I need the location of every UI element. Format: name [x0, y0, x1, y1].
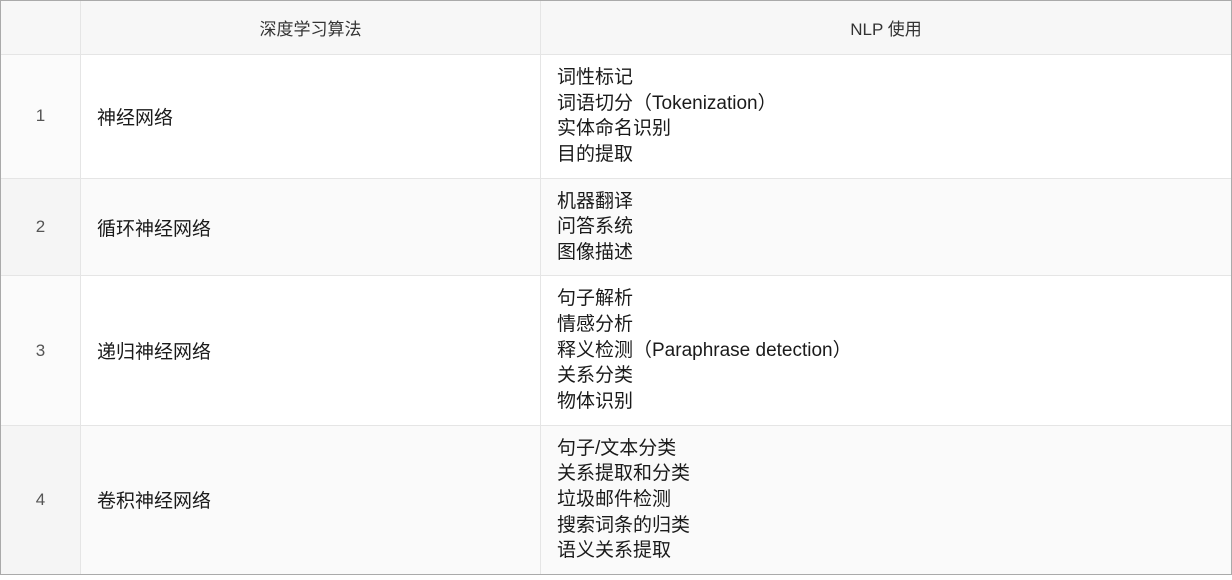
- use-item: 关系提取和分类: [557, 461, 1215, 487]
- algorithm-cell: 卷积神经网络: [81, 426, 541, 574]
- row-index: 1: [1, 55, 81, 179]
- use-item: 语义关系提取: [557, 538, 1215, 564]
- use-item: 词语切分（Tokenization）: [557, 91, 1215, 117]
- use-item: 关系分类: [557, 363, 1215, 389]
- use-item: 图像描述: [557, 240, 1215, 266]
- uses-cell: 句子解析 情感分析 释义检测（Paraphrase detection） 关系分…: [541, 276, 1231, 425]
- table-row: 1 神经网络 词性标记 词语切分（Tokenization） 实体命名识别 目的…: [1, 55, 1231, 179]
- column-header-uses: NLP 使用: [541, 1, 1231, 55]
- algorithm-cell: 循环神经网络: [81, 179, 541, 277]
- use-item: 实体命名识别: [557, 116, 1215, 142]
- use-item: 句子解析: [557, 286, 1215, 312]
- row-index: 2: [1, 179, 81, 277]
- row-index: 4: [1, 426, 81, 574]
- use-item: 目的提取: [557, 142, 1215, 168]
- use-item: 句子/文本分类: [557, 436, 1215, 462]
- use-item: 词性标记: [557, 65, 1215, 91]
- use-item: 情感分析: [557, 312, 1215, 338]
- use-item: 机器翻译: [557, 189, 1215, 215]
- algorithms-table: 深度学习算法 NLP 使用 1 神经网络 词性标记 词语切分（Tokenizat…: [0, 0, 1232, 575]
- uses-cell: 机器翻译 问答系统 图像描述: [541, 179, 1231, 277]
- table-row: 2 循环神经网络 机器翻译 问答系统 图像描述: [1, 179, 1231, 277]
- table-body: 1 神经网络 词性标记 词语切分（Tokenization） 实体命名识别 目的…: [1, 55, 1231, 574]
- algorithm-cell: 神经网络: [81, 55, 541, 179]
- table-row: 4 卷积神经网络 句子/文本分类 关系提取和分类 垃圾邮件检测 搜索词条的归类 …: [1, 426, 1231, 574]
- column-header-algorithm: 深度学习算法: [81, 1, 541, 55]
- uses-cell: 词性标记 词语切分（Tokenization） 实体命名识别 目的提取: [541, 55, 1231, 179]
- algorithm-cell: 递归神经网络: [81, 276, 541, 425]
- use-item: 释义检测（Paraphrase detection）: [557, 338, 1215, 364]
- column-header-index: [1, 1, 81, 55]
- table-row: 3 递归神经网络 句子解析 情感分析 释义检测（Paraphrase detec…: [1, 276, 1231, 425]
- use-item: 搜索词条的归类: [557, 513, 1215, 539]
- use-item: 物体识别: [557, 389, 1215, 415]
- uses-cell: 句子/文本分类 关系提取和分类 垃圾邮件检测 搜索词条的归类 语义关系提取: [541, 426, 1231, 574]
- use-item: 问答系统: [557, 214, 1215, 240]
- row-index: 3: [1, 276, 81, 425]
- use-item: 垃圾邮件检测: [557, 487, 1215, 513]
